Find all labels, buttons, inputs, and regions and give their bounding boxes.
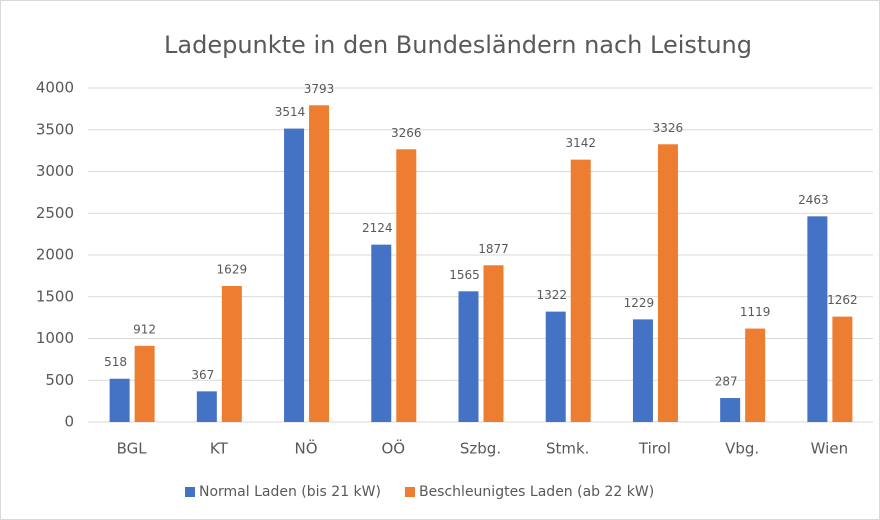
data-label: 2124 bbox=[362, 221, 393, 235]
y-tick-label: 2000 bbox=[36, 246, 74, 264]
bar bbox=[832, 316, 853, 422]
bar bbox=[745, 328, 766, 422]
bar bbox=[221, 285, 242, 422]
x-tick-label: Stmk. bbox=[546, 440, 589, 458]
data-label: 2463 bbox=[798, 193, 829, 207]
bar bbox=[284, 128, 305, 422]
x-tick-label: Szbg. bbox=[460, 440, 501, 458]
x-tick-label: Vbg. bbox=[725, 440, 759, 458]
data-label: 367 bbox=[191, 368, 214, 382]
data-label: 1229 bbox=[624, 296, 655, 310]
data-label: 287 bbox=[715, 375, 738, 389]
x-tick-label: BGL bbox=[117, 440, 148, 458]
bar bbox=[657, 144, 678, 423]
data-label: 1262 bbox=[827, 293, 858, 307]
y-tick-label: 1000 bbox=[36, 329, 74, 347]
bar bbox=[483, 265, 504, 422]
data-label: 3326 bbox=[653, 121, 684, 135]
legend-label: Beschleunigtes Laden (ab 22 kW) bbox=[419, 484, 654, 500]
x-tick-label: NÖ bbox=[295, 439, 318, 458]
y-tick-label: 0 bbox=[64, 413, 74, 431]
data-label: 518 bbox=[104, 355, 127, 369]
bar bbox=[458, 291, 479, 422]
x-tick-label: OÖ bbox=[381, 439, 405, 458]
y-tick-label: 3500 bbox=[36, 120, 74, 138]
bar bbox=[196, 391, 217, 422]
data-label: 3793 bbox=[304, 82, 335, 96]
data-label: 1565 bbox=[449, 268, 480, 282]
x-tick-label: KT bbox=[210, 440, 229, 458]
bar bbox=[570, 159, 591, 422]
legend-swatch bbox=[185, 487, 195, 497]
bar bbox=[371, 244, 392, 422]
bar bbox=[720, 398, 741, 422]
data-label: 3514 bbox=[275, 105, 306, 119]
x-tick-label: Wien bbox=[811, 440, 848, 458]
y-tick-label: 500 bbox=[45, 371, 74, 389]
data-label: 3266 bbox=[391, 126, 422, 140]
bar bbox=[134, 345, 155, 422]
y-tick-label: 1500 bbox=[36, 287, 74, 305]
data-label: 1322 bbox=[536, 288, 567, 302]
bar bbox=[807, 216, 828, 422]
y-tick-label: 4000 bbox=[36, 79, 74, 97]
x-tick-label: Tirol bbox=[638, 440, 671, 458]
data-label: 912 bbox=[133, 322, 156, 336]
bar bbox=[109, 378, 130, 422]
bar bbox=[545, 311, 566, 422]
bar bbox=[309, 105, 330, 423]
chart-title: Ladepunkte in den Bundesländern nach Lei… bbox=[164, 31, 752, 59]
data-label: 1629 bbox=[217, 262, 248, 276]
y-tick-label: 3000 bbox=[36, 162, 74, 180]
bar bbox=[632, 319, 653, 422]
legend-label: Normal Laden (bis 21 kW) bbox=[199, 484, 381, 500]
y-tick-label: 2500 bbox=[36, 204, 74, 222]
legend-swatch bbox=[404, 487, 415, 497]
bar bbox=[396, 149, 417, 422]
data-label: 1119 bbox=[740, 305, 771, 319]
data-label: 3142 bbox=[565, 136, 596, 150]
data-label: 1877 bbox=[478, 242, 509, 256]
